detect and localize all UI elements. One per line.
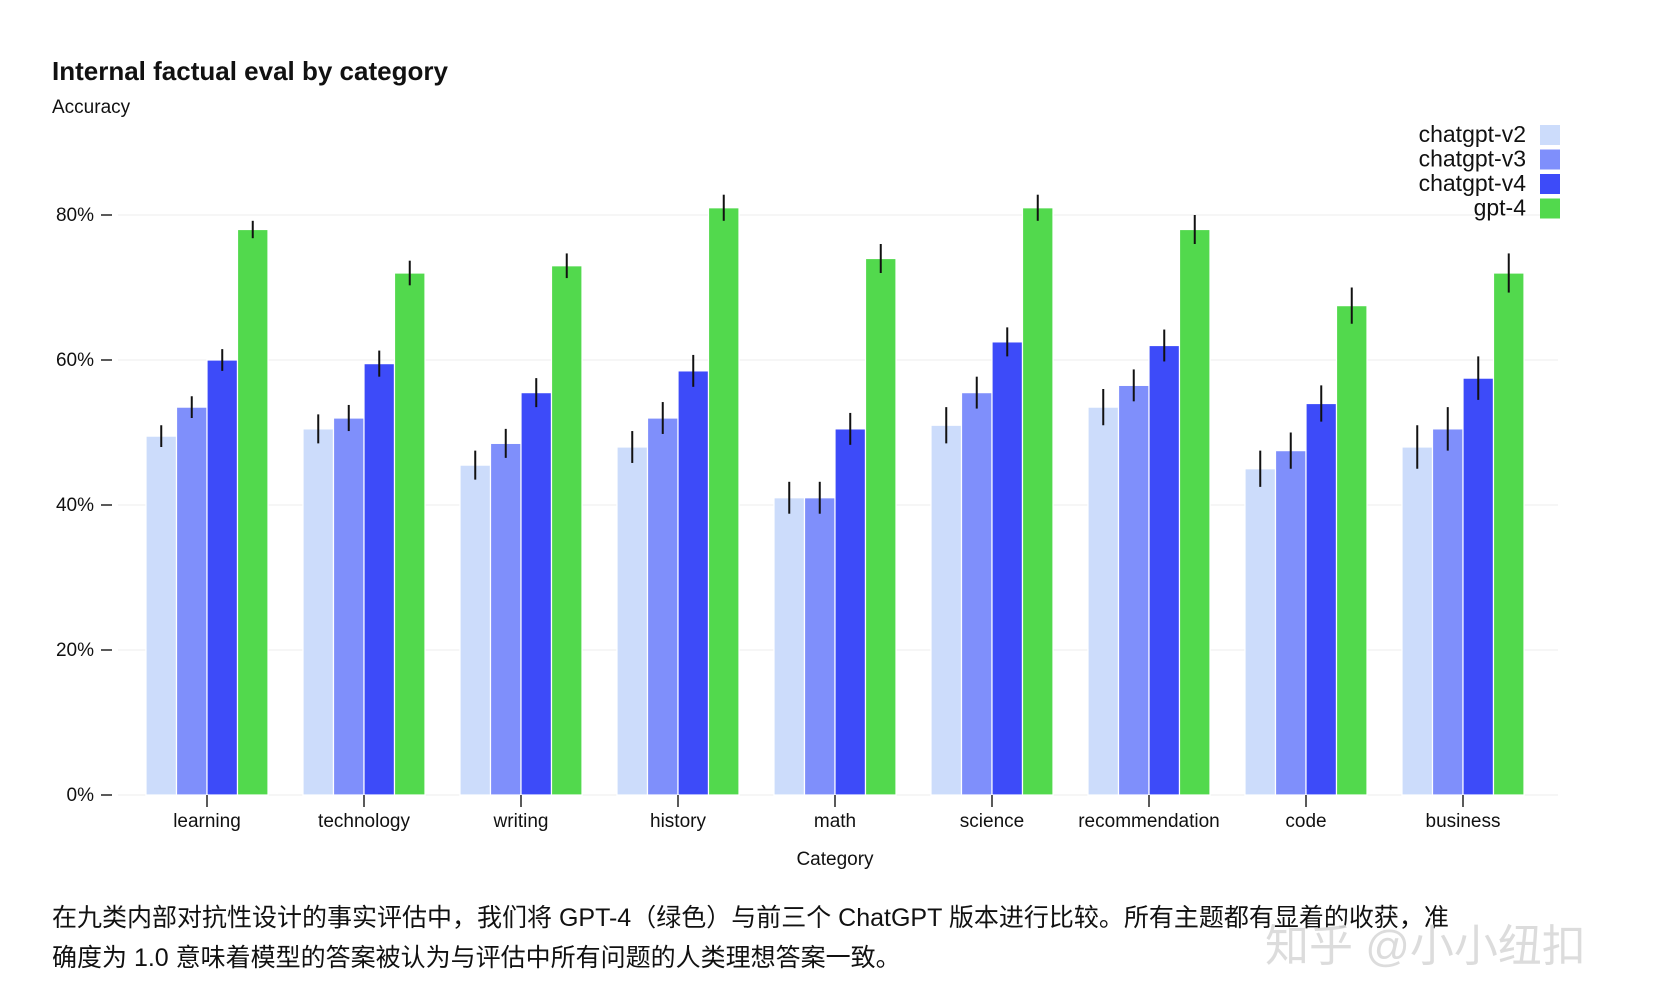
- figure-caption: 在九类内部对抗性设计的事实评估中，我们将 GPT-4（绿色）与前三个 ChatG…: [52, 898, 1632, 978]
- x-tick-label: code: [1285, 811, 1326, 832]
- bar: [773, 497, 806, 796]
- legend-swatch: [1540, 198, 1560, 219]
- x-tick-label: business: [1426, 811, 1501, 832]
- bar: [1148, 344, 1181, 796]
- y-tick-label: 80%: [56, 205, 94, 226]
- legend-label: chatgpt-v3: [1419, 146, 1526, 172]
- bar: [1087, 406, 1120, 796]
- bar: [1335, 305, 1368, 796]
- caption-line-1: 在九类内部对抗性设计的事实评估中，我们将 GPT-4（绿色）与前三个 ChatG…: [52, 904, 1449, 932]
- y-tick-label: 60%: [56, 350, 94, 371]
- bar: [1305, 402, 1338, 796]
- bar: [1178, 228, 1211, 796]
- bar-chart: 0% 20% 40% 60% 80% learning technology writing h…: [56, 121, 1560, 870]
- caption-line-2: 确度为 1.0 意味着模型的答案被认为与评估中所有问题的人类理想答案一致。: [52, 944, 901, 972]
- bar: [803, 497, 836, 796]
- bar: [459, 464, 492, 796]
- bar: [332, 417, 365, 796]
- legend-label: chatgpt-v2: [1419, 121, 1526, 147]
- bar: [363, 363, 396, 796]
- bar: [302, 428, 335, 796]
- legend-swatch: [1540, 125, 1560, 145]
- bar: [1431, 428, 1464, 796]
- legend-label: gpt-4: [1474, 195, 1527, 221]
- bar: [393, 272, 426, 796]
- bar: [646, 417, 679, 796]
- x-tick-label: recommendation: [1078, 811, 1220, 832]
- x-tick-label: writing: [493, 811, 549, 832]
- bar: [206, 359, 239, 796]
- bar: [1021, 207, 1054, 796]
- y-tick-label: 40%: [56, 495, 94, 516]
- bar: [707, 207, 740, 796]
- x-tick-label: history: [650, 811, 706, 832]
- bar: [236, 228, 269, 796]
- bar: [489, 442, 522, 796]
- x-tick-label: math: [814, 811, 856, 832]
- y-axis-label: Accuracy: [52, 97, 131, 118]
- bar: [1274, 450, 1307, 796]
- bar: [1401, 446, 1434, 796]
- x-tick-label: science: [960, 811, 1024, 832]
- bar: [520, 392, 553, 796]
- watermark: 知乎 @小小纽扣: [1265, 922, 1586, 971]
- bar: [930, 424, 963, 796]
- bar: [1492, 272, 1525, 796]
- y-tick-label: 0%: [67, 785, 95, 806]
- bar: [550, 265, 583, 796]
- legend-label: chatgpt-v4: [1419, 170, 1527, 196]
- bar: [834, 428, 867, 796]
- legend-swatch: [1540, 149, 1560, 170]
- bar: [960, 392, 993, 796]
- y-tick-label: 20%: [56, 640, 94, 661]
- bar: [991, 341, 1024, 796]
- bar: [145, 435, 178, 796]
- bar: [1244, 468, 1277, 796]
- bar: [864, 257, 897, 796]
- bar: [1462, 377, 1495, 796]
- bar: [677, 370, 710, 796]
- bar: [616, 446, 649, 796]
- legend-swatch: [1540, 174, 1560, 194]
- x-tick-label: technology: [318, 811, 410, 832]
- x-axis-label: Category: [796, 849, 874, 870]
- bar: [175, 406, 208, 796]
- chart-title: Internal factual eval by category: [52, 56, 448, 86]
- bar: [1117, 384, 1150, 796]
- x-tick-label: learning: [173, 811, 241, 832]
